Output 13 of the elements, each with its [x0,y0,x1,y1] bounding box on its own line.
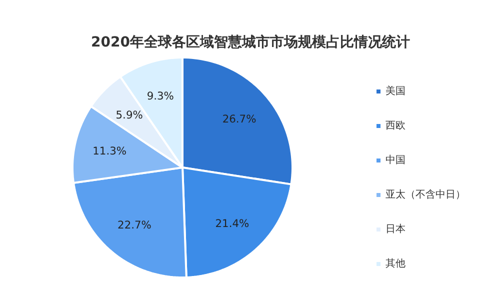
legend-label: 其他 [386,258,406,270]
legend-label: 美国 [386,85,406,97]
legend-label: 亚太（不含中日） [386,188,466,200]
legend-label: 日本 [386,223,406,235]
chart-title: 2020年全球各区域智慧城市市场规模占比情况统计 [91,34,410,50]
data-label: 9.3% [146,90,174,103]
data-label: 5.9% [116,108,143,122]
data-label: 21.4% [215,216,250,230]
legend-label: 中国 [386,154,406,166]
legend-label: 西欧 [386,120,406,132]
data-label: 11.3% [92,144,127,158]
data-label: 26.7% [222,112,256,126]
data-label: 22.7% [118,218,152,232]
